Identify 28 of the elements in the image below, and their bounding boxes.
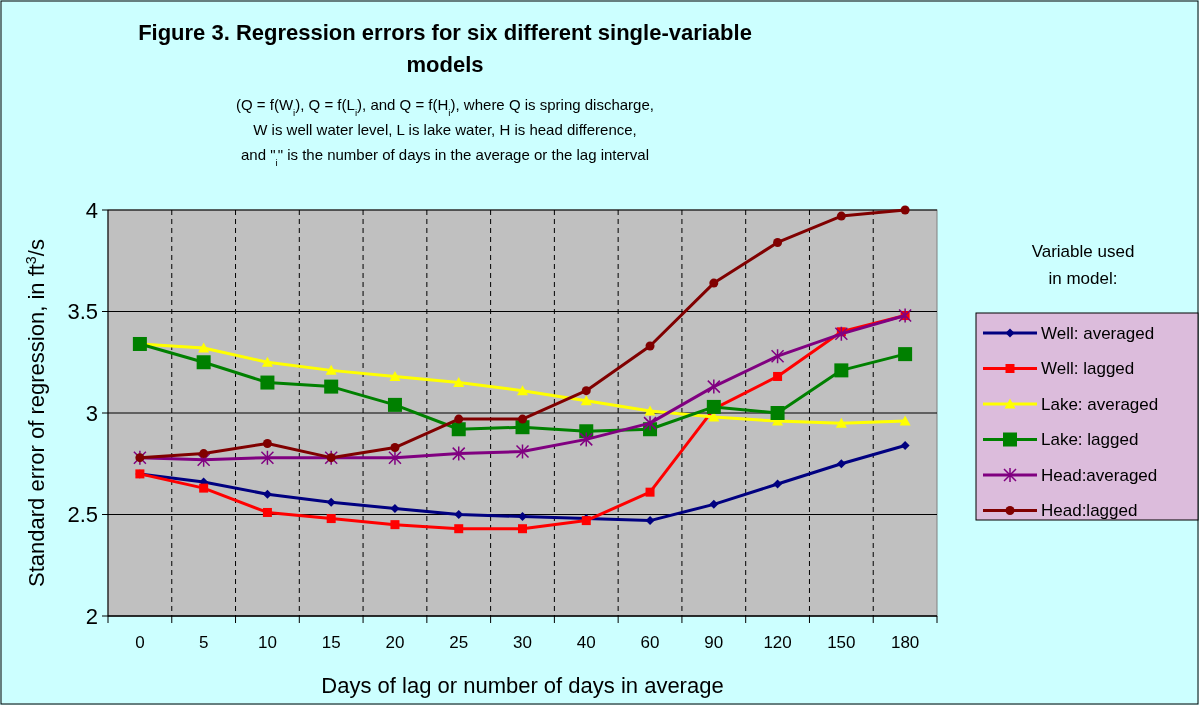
legend-label: Well: averaged	[1041, 323, 1155, 343]
x-tick-label: 120	[763, 633, 792, 652]
x-tick-label: 40	[576, 633, 596, 652]
x-tick-label: 180	[890, 633, 920, 652]
legend-label: Head:averaged	[1041, 465, 1158, 485]
x-axis-title: Days of lag or number of days in average	[321, 673, 724, 698]
chart-title: Figure 3. Regression errors for six different single-variable models	[138, 20, 752, 77]
y-tick-label: 2	[85, 603, 98, 629]
x-tick-label: 20	[385, 633, 405, 652]
x-tick-label: 5	[198, 633, 209, 652]
legend-label: Lake: lagged	[1041, 430, 1139, 450]
x-tick-label: 15	[321, 633, 341, 652]
legend-label: Lake: averaged	[1041, 394, 1159, 414]
x-tick-label: 150	[827, 633, 856, 652]
x-tick-label: 90	[704, 633, 724, 652]
x-tick-label: 30	[513, 633, 532, 652]
y-tick-label: 2.5	[67, 502, 98, 528]
x-tick-label: 25	[449, 633, 469, 652]
y-tick-label: 4	[85, 197, 98, 223]
legend-label: Well: lagged	[1041, 359, 1135, 379]
x-tick-label: 60	[640, 633, 660, 652]
text: (Q = f(W$_{i}$), Q = f(L$_{i}$), and Q = f(H$_{i}$), where Q is spring discharge, W is well water level, L is lake water, H is head difference, and "$_{i}$" is the number of days in the average or the lag interval	[236, 96, 654, 168]
legend-label: Head:lagged	[1041, 501, 1138, 521]
x-tick-label: 10	[257, 633, 277, 652]
y-tick-label: 3.5	[67, 299, 98, 325]
y-tick-label: 3	[85, 400, 98, 426]
x-tick-label: 0	[135, 633, 145, 652]
legend-title: Variable used in model:	[1031, 242, 1135, 288]
